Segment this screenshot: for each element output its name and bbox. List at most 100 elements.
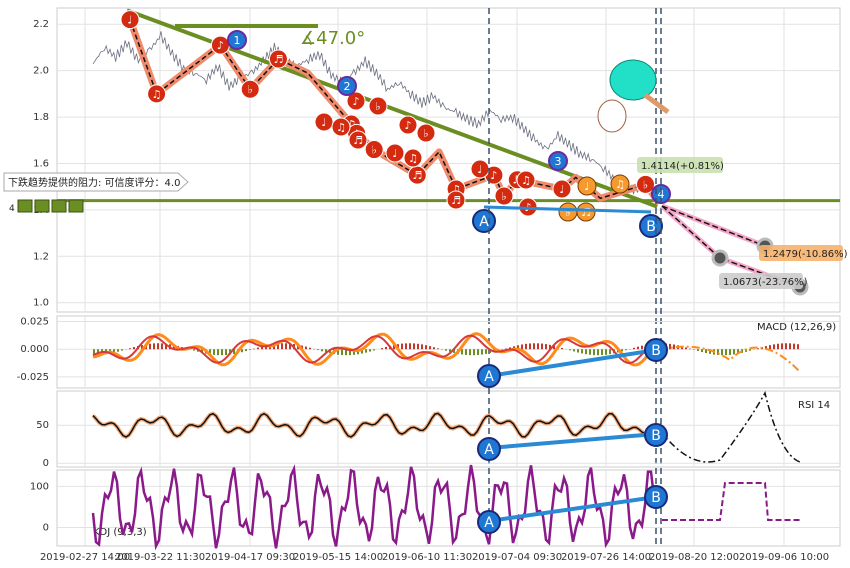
note-marker: ♬ [268, 49, 288, 69]
note-marker: ♬ [407, 165, 427, 185]
macd-bar [337, 349, 339, 355]
note-marker: ♩ [577, 176, 597, 196]
rsi-y-tick: 0 [43, 458, 49, 469]
macd-bar [701, 349, 703, 353]
marker-b-macd-circle [644, 338, 668, 362]
marker-b-kdj-circle [644, 485, 668, 509]
note-marker-glyph: ♬ [273, 53, 283, 66]
macd-y-tick: 0.025 [20, 317, 49, 328]
macd-bar [721, 349, 723, 356]
macd-bar [637, 346, 639, 350]
macd-bar [277, 343, 279, 350]
macd-bar [157, 343, 159, 350]
marker-b-price-label: B [646, 219, 656, 235]
note-marker-circle [446, 190, 466, 210]
macd-bar [385, 346, 387, 350]
macd-bar [445, 349, 447, 351]
macd-bar [161, 343, 163, 350]
note-marker-glyph: ♭ [643, 178, 648, 191]
macd-bar [525, 343, 527, 350]
macd-bar [341, 349, 343, 356]
macd-bar [689, 348, 691, 350]
macd-bar [549, 344, 551, 350]
macd-bar [789, 343, 791, 350]
marker-a-macd-label: A [484, 369, 494, 385]
macd-bar [209, 349, 211, 355]
macd-bar [553, 345, 555, 350]
ab-line-kdj [488, 495, 657, 523]
note-marker-glyph: ♪ [352, 95, 359, 108]
note-marker-circle [331, 117, 351, 137]
resistance-box [3, 172, 189, 192]
macd-bar [477, 349, 479, 355]
macd-bar [765, 346, 767, 350]
note-marker: ♪ [210, 35, 230, 55]
macd-bar [449, 349, 451, 352]
note-marker-glyph: ♩ [559, 183, 564, 196]
note-marker: ♫ [331, 117, 351, 137]
resistance-icon [34, 199, 50, 213]
macd-bar [429, 346, 431, 350]
note-marker-glyph: ♬ [412, 169, 422, 182]
macd-bar [325, 349, 327, 353]
marker-a-price: A [472, 209, 496, 233]
macd-bar [309, 347, 311, 350]
marker-2-label: 2 [344, 80, 351, 93]
macd-bar [509, 347, 511, 350]
macd-bar [393, 344, 395, 350]
note-marker: ♩ [552, 179, 572, 199]
x-tick-label: 2019-09-06 10:00 [739, 552, 829, 563]
macd-bar [489, 349, 491, 354]
marker-a-kdj-label: A [484, 515, 494, 531]
macd-bar [545, 344, 547, 350]
note-marker-circle [348, 130, 368, 150]
rsi-y-tick: 50 [36, 420, 49, 431]
note-marker-glyph: ♫ [521, 174, 531, 187]
macd-bar [517, 345, 519, 350]
macd-bar [725, 349, 727, 356]
macd-bar [117, 349, 119, 352]
marker-a-rsi-label: A [484, 442, 494, 458]
macd-bar [421, 344, 423, 350]
macd-bar [149, 343, 151, 350]
mascot-handle-icon [643, 92, 670, 115]
macd-bar [465, 349, 467, 355]
macd-bar [785, 343, 787, 350]
note-marker-circle [398, 115, 418, 135]
marker-3-circle [548, 151, 568, 171]
note-marker: ♭ [368, 96, 388, 116]
note-marker-glyph: ♫ [336, 121, 346, 134]
marker-a-price-label: A [479, 214, 489, 230]
label-green: 1.4114(+0.81%) [641, 161, 724, 172]
kdj-y-tick: 100 [30, 481, 49, 492]
note-marker-glyph: ♭ [565, 206, 570, 219]
macd-bar [221, 349, 223, 356]
resistance-icon [68, 199, 84, 213]
macd-bar [369, 349, 371, 352]
macd-bar [317, 349, 319, 351]
macd-bar [409, 343, 411, 350]
macd-bar [621, 349, 623, 352]
macd-bar [537, 343, 539, 350]
macd-line-dea [92, 334, 655, 365]
marker-b-price: B [639, 214, 663, 238]
macd-bar [709, 349, 711, 354]
kdj-line [91, 464, 661, 551]
macd-bar [285, 343, 287, 350]
macd-bar [461, 349, 463, 355]
macd-bar [581, 349, 583, 354]
macd-bar [573, 349, 575, 352]
resistance-score: 4 [9, 204, 15, 214]
note-marker-circle [577, 176, 597, 196]
note-marker-glyph: ♭ [375, 100, 380, 113]
rsi-forecast [659, 390, 801, 463]
marker-a-macd: A [477, 364, 501, 388]
note-marker-glyph: ♫ [346, 118, 356, 131]
kdj-title: KDJ (9,3,3) [93, 527, 147, 538]
note-marker-glyph: ♫ [408, 152, 418, 165]
macd-bar [773, 344, 775, 350]
marker-b-kdj: B [644, 485, 668, 509]
rsi-title: RSI 14 [798, 400, 830, 411]
y-tick-label: 1.6 [33, 158, 49, 169]
macd-bar [129, 348, 131, 350]
